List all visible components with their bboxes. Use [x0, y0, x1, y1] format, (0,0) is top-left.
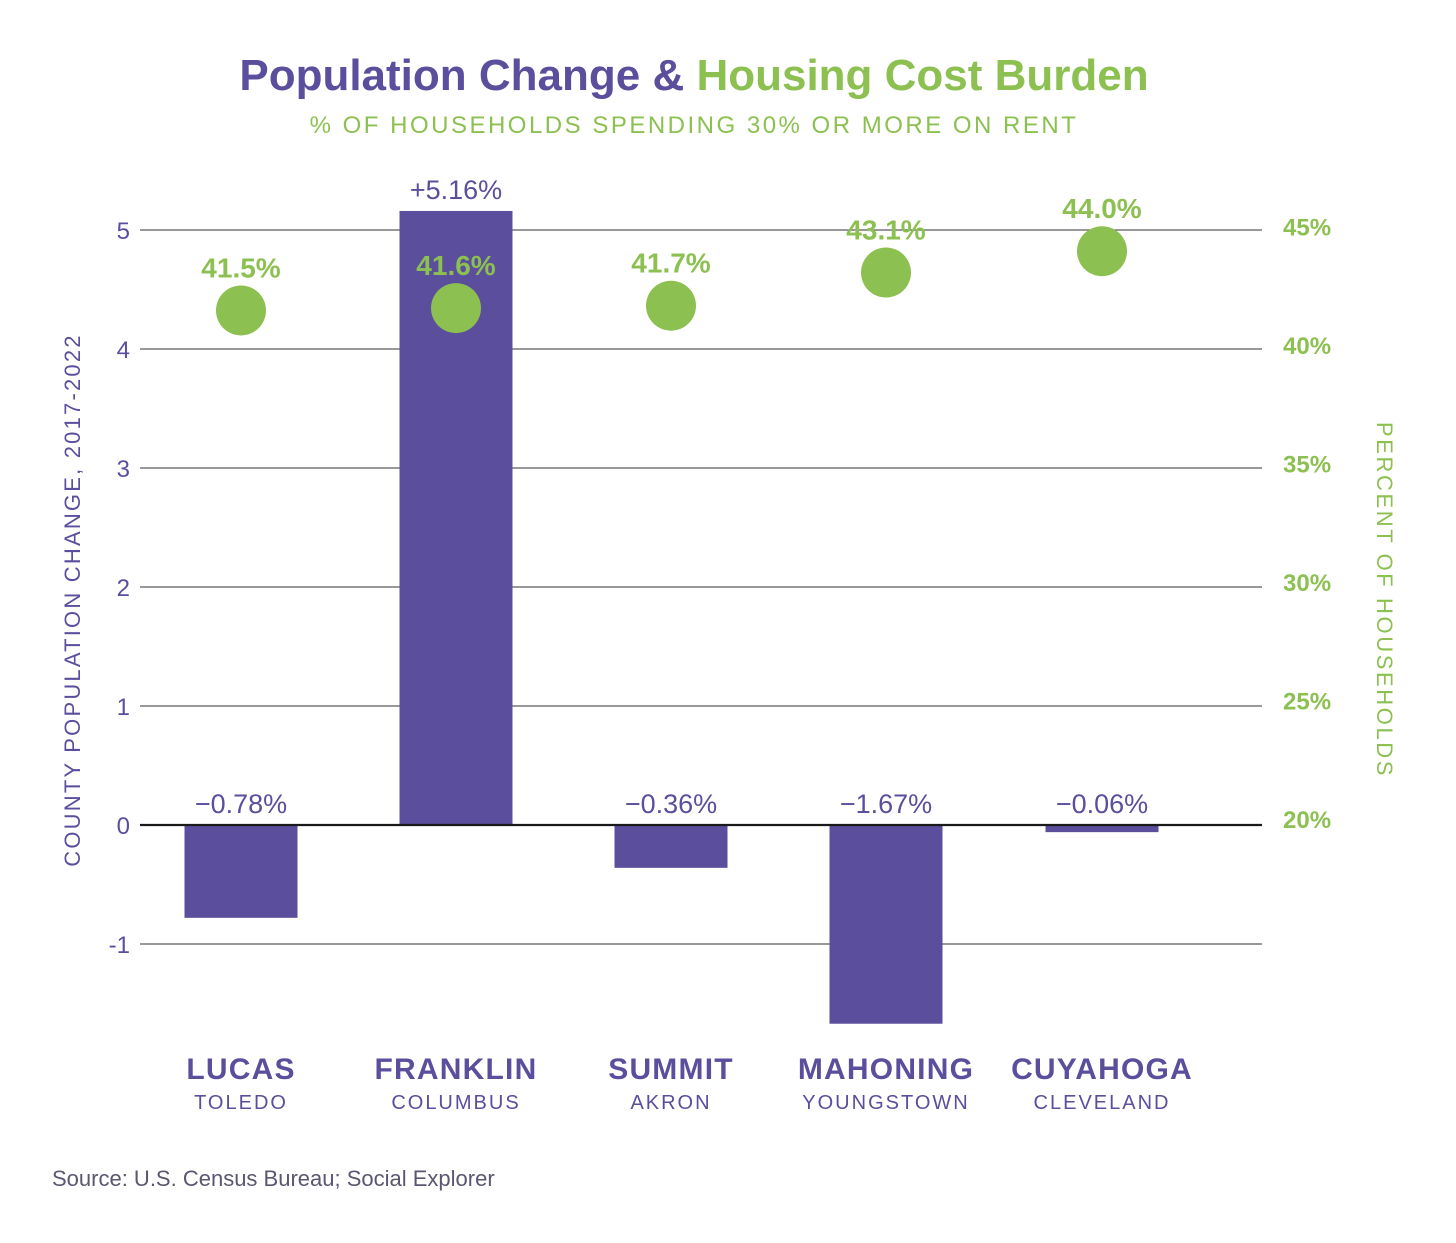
category-label: MAHONING	[798, 1053, 974, 1086]
bar	[829, 825, 943, 1024]
bar-value-label: −0.36%	[625, 789, 717, 819]
bar	[1045, 825, 1159, 833]
scatter-point	[216, 285, 266, 336]
category-sublabel: AKRON	[630, 1092, 711, 1114]
bar-value-label: −0.06%	[1056, 789, 1148, 819]
category-label: FRANKLIN	[375, 1053, 538, 1086]
category-sublabel: TOLEDO	[194, 1092, 288, 1114]
scatter-point	[861, 247, 911, 298]
category-sublabel: CLEVELAND	[1034, 1092, 1171, 1114]
y2-tick-label: 30%	[1283, 570, 1331, 597]
dot-series: 41.5% 41.6% 41.7% 43.1% 44.0%	[201, 193, 1142, 336]
scatter-value-label: 44.0%	[1062, 193, 1141, 224]
scatter-point	[646, 280, 696, 331]
category-sublabel: YOUNGSTOWN	[802, 1092, 969, 1114]
scatter-point	[431, 283, 481, 334]
y-tick-label: 5	[117, 218, 130, 245]
gridlines	[140, 229, 1262, 945]
bar-value-label: −0.78%	[195, 789, 287, 819]
bar	[614, 825, 728, 868]
category-label: SUMMIT	[608, 1053, 734, 1086]
category-label: CUYAHOGA	[1011, 1053, 1193, 1086]
y2-tick-label: 25%	[1283, 689, 1331, 716]
chart-subtitle: % OF HOUSEHOLDS SPENDING 30% OR MORE ON …	[310, 112, 1079, 139]
chart-title: Population Change & Housing Cost Burden	[239, 51, 1148, 100]
bar	[184, 825, 298, 918]
source-note: Source: U.S. Census Bureau; Social Explo…	[52, 1166, 495, 1191]
axes: 5 4 3 2 1 0 -1 45% 40% 35% 30% 25% 20%	[109, 215, 1331, 960]
bar-value-label: −1.67%	[840, 789, 932, 819]
y2-axis-title: PERCENT OF HOUSEHOLDS	[1372, 422, 1397, 778]
y-tick-label: 2	[117, 575, 130, 602]
scatter-point	[1077, 226, 1127, 277]
y2-tick-label: 20%	[1283, 807, 1331, 834]
y2-tick-label: 45%	[1283, 215, 1331, 242]
scatter-value-label: 43.1%	[846, 215, 925, 246]
y-tick-label: 3	[117, 456, 130, 483]
scatter-value-label: 41.5%	[201, 252, 280, 283]
y2-tick-label: 35%	[1283, 452, 1331, 479]
category-labels: LUCAS TOLEDO FRANKLIN COLUMBUS SUMMIT AKRON MA…	[186, 1053, 1193, 1114]
y-tick-label: -1	[109, 932, 130, 959]
chart-title-part-1: Population Change &	[239, 51, 696, 100]
bar-value-label: +5.16%	[410, 175, 502, 205]
scatter-value-label: 41.7%	[631, 248, 710, 279]
y2-tick-label: 40%	[1283, 333, 1331, 360]
category-sublabel: COLUMBUS	[391, 1092, 520, 1114]
scatter-value-label: 41.6%	[416, 250, 495, 281]
chart-title-part-2: Housing Cost Burden	[696, 51, 1148, 100]
category-label: LUCAS	[186, 1053, 295, 1086]
y-tick-label: 1	[117, 694, 130, 721]
y-tick-label: 0	[117, 813, 130, 840]
y-tick-label: 4	[117, 337, 130, 364]
y-axis-title: COUNTY POPULATION CHANGE, 2017-2022	[60, 333, 85, 866]
